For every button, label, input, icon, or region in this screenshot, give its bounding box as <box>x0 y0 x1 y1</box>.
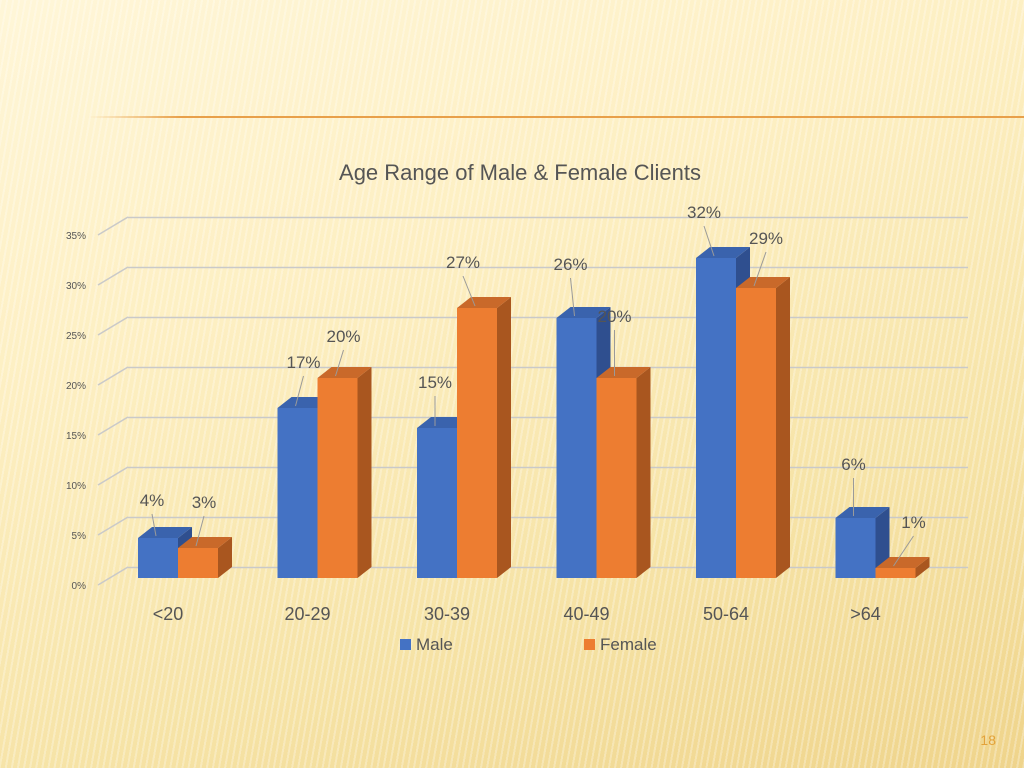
x-tick-label: >64 <box>850 604 881 624</box>
bar-face <box>696 258 736 578</box>
gridline-depth <box>97 216 129 236</box>
bar-top <box>457 297 511 308</box>
leader-line <box>462 275 476 307</box>
bar-face <box>875 568 916 578</box>
legend: Male Female <box>400 635 657 654</box>
legend-item-female: Female <box>584 635 657 654</box>
leader-line <box>570 277 575 317</box>
gridlines <box>97 216 968 586</box>
x-axis: <20 20-29 30-39 40-49 50-64 >64 <box>153 604 881 624</box>
data-label: 1% <box>901 513 926 532</box>
y-tick-label: 10% <box>66 481 86 492</box>
bar-face <box>178 548 218 578</box>
bar-face <box>596 378 637 578</box>
bar-female <box>736 277 790 578</box>
bar-face <box>138 538 178 578</box>
bar-female <box>178 537 232 578</box>
data-label: 29% <box>749 229 783 248</box>
bar-male <box>835 507 890 578</box>
leader-line <box>703 225 715 257</box>
x-tick-label: 20-29 <box>284 604 330 624</box>
bars <box>138 247 930 578</box>
legend-swatch <box>584 639 595 650</box>
bar-female <box>317 367 372 578</box>
y-tick-label: 15% <box>66 431 86 442</box>
data-label: 26% <box>553 255 587 274</box>
chart-title: Age Range of Male & Female Clients <box>339 160 701 185</box>
bar-side <box>497 297 511 578</box>
y-axis: 0% 5% 10% 15% 20% 25% 30% 35% <box>66 231 86 592</box>
gridline-depth <box>97 466 129 486</box>
y-tick-label: 25% <box>66 331 86 342</box>
data-labels: 4% 3% 17% 20% 15% 27% 26% 20% 32% 29% 6% 1% <box>140 203 926 567</box>
data-label: 32% <box>687 203 721 222</box>
bar-top <box>317 367 372 378</box>
gridline-depth <box>97 516 129 536</box>
x-tick-label: 50-64 <box>703 604 749 624</box>
bar-female <box>596 367 651 578</box>
bar-top <box>556 307 611 318</box>
leader-line <box>195 515 205 547</box>
x-tick-label: 40-49 <box>563 604 609 624</box>
data-label: 15% <box>418 373 452 392</box>
bar-face <box>457 308 497 578</box>
leader-line <box>753 251 767 287</box>
gridline-depth <box>97 316 129 336</box>
legend-swatch <box>400 639 411 650</box>
bar-top <box>875 557 930 568</box>
y-tick-label: 0% <box>72 581 87 592</box>
data-label: 17% <box>286 353 320 372</box>
bar-female <box>457 297 511 578</box>
bar-face <box>317 378 358 578</box>
leader-line <box>893 535 914 567</box>
gridline-depth <box>97 416 129 436</box>
bar-female <box>875 557 930 578</box>
y-tick-label: 35% <box>66 231 86 242</box>
page-number: 18 <box>980 732 996 748</box>
bar-top <box>596 367 651 378</box>
data-label: 20% <box>597 307 631 326</box>
gridline-depth <box>97 266 129 286</box>
legend-item-male: Male <box>400 635 453 654</box>
title-rule <box>88 116 1024 118</box>
bar-side <box>776 277 790 578</box>
bar-side <box>218 537 232 578</box>
bar-top <box>736 277 790 288</box>
bar-top <box>138 527 192 538</box>
y-tick-label: 5% <box>72 531 87 542</box>
bar-side <box>636 367 651 578</box>
x-tick-label: <20 <box>153 604 184 624</box>
leader-line <box>295 375 304 407</box>
bar-top <box>178 537 232 548</box>
bar-face <box>277 408 318 578</box>
legend-label: Female <box>600 635 657 654</box>
bar-top <box>835 507 890 518</box>
y-tick-label: 30% <box>66 281 86 292</box>
bar-side <box>915 557 930 578</box>
leader-line <box>335 349 344 377</box>
bar-face <box>417 428 457 578</box>
leader-line <box>151 513 157 537</box>
data-label: 4% <box>140 491 165 510</box>
data-label: 27% <box>446 253 480 272</box>
bar-face <box>556 318 597 578</box>
data-label: 6% <box>841 455 866 474</box>
bar-face <box>835 518 876 578</box>
bar-face <box>736 288 776 578</box>
bar-side <box>357 367 372 578</box>
gridline-depth <box>97 366 129 386</box>
y-tick-label: 20% <box>66 381 86 392</box>
data-label: 3% <box>192 493 217 512</box>
gridline-depth <box>97 566 129 586</box>
data-label: 20% <box>326 327 360 346</box>
legend-label: Male <box>416 635 453 654</box>
bar-top <box>696 247 750 258</box>
x-tick-label: 30-39 <box>424 604 470 624</box>
